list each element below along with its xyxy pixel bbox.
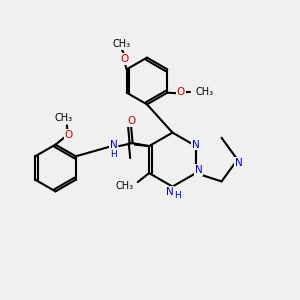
Text: N: N xyxy=(192,140,200,150)
Text: O: O xyxy=(121,54,129,64)
Text: N: N xyxy=(195,165,203,175)
Text: N: N xyxy=(235,158,243,168)
Text: CH₃: CH₃ xyxy=(54,112,72,123)
Text: CH₃: CH₃ xyxy=(112,39,130,49)
Text: N: N xyxy=(110,140,118,151)
Text: CH₃: CH₃ xyxy=(116,181,134,191)
Text: N: N xyxy=(166,187,173,197)
Text: H: H xyxy=(110,150,117,159)
Text: O: O xyxy=(127,116,135,126)
Text: O: O xyxy=(64,130,73,140)
Text: CH₃: CH₃ xyxy=(195,87,213,98)
Text: O: O xyxy=(177,87,185,98)
Text: H: H xyxy=(175,190,181,200)
